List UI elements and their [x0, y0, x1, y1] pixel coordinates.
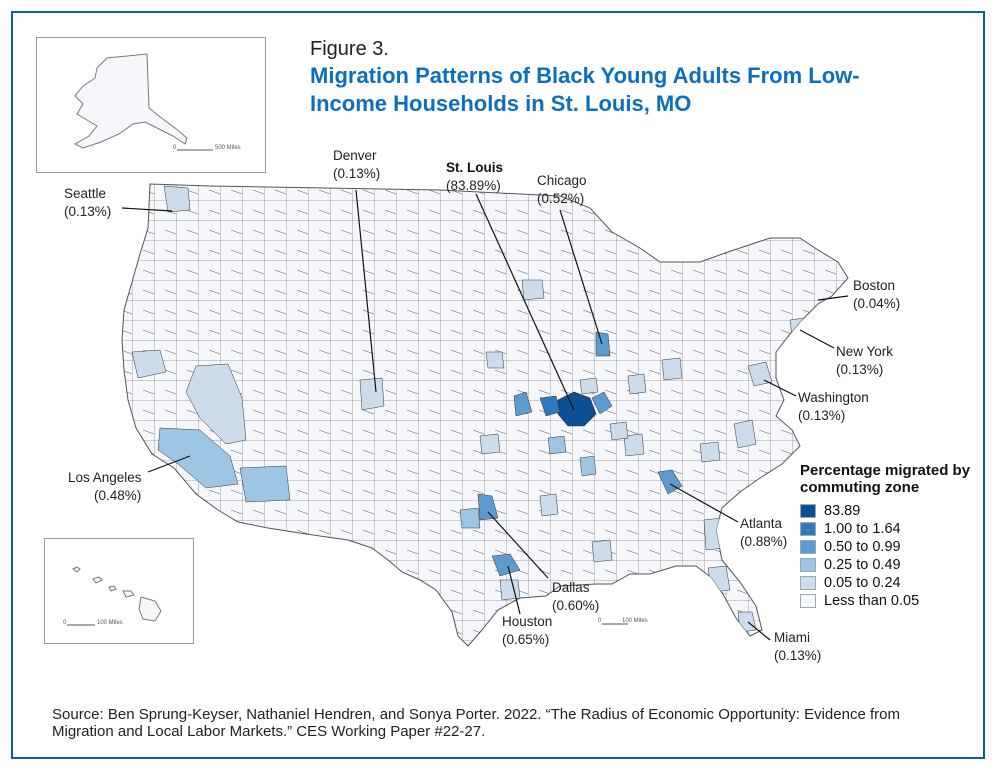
miami-leader [747, 621, 771, 641]
atlanta-label: Atlanta [740, 516, 783, 531]
chicago-label: Chicago [537, 173, 587, 188]
st-louis-leader [475, 193, 575, 411]
city-labels: Seattle (0.13%) Denver (0.13%) St. Louis… [64, 148, 900, 663]
leader-lines [121, 189, 849, 641]
houston-label: Houston [502, 614, 552, 629]
legend-label: 0.50 to 0.99 [824, 539, 901, 555]
hawaii-map: 0 100 Miles [63, 566, 162, 626]
legend-swatch [800, 504, 816, 518]
dallas-label: Dallas [552, 580, 590, 595]
chicago-leader [559, 209, 603, 345]
figure-label: Figure 3. [310, 38, 389, 60]
washington-leader [763, 379, 797, 397]
source-note: Source: Ben Sprung-Keyser, Nathaniel Hen… [52, 706, 900, 740]
miami-label: Miami [774, 630, 810, 645]
miami-value: (0.13%) [774, 648, 821, 663]
st-louis-label: St. Louis [446, 160, 503, 175]
new-york-value: (0.13%) [836, 362, 883, 377]
seattle-value: (0.13%) [64, 204, 111, 219]
legend-label: 83.89 [824, 503, 861, 519]
st-louis-value: (83.89%) [446, 178, 501, 193]
commuting-zones-highlighted [131, 185, 807, 633]
legend-swatch [800, 594, 816, 608]
legend-swatch [800, 540, 816, 554]
washington-value: (0.13%) [798, 408, 845, 423]
houston-leader [507, 565, 521, 615]
legend-item: 0.25 to 0.49 [800, 556, 1000, 574]
legend-label: 1.00 to 1.64 [824, 521, 901, 537]
boston-leader [817, 295, 849, 301]
hawaii-scale-label: 100 Miles [97, 620, 123, 626]
legend-swatch [800, 576, 816, 590]
legend-item: 0.50 to 0.99 [800, 538, 1000, 556]
legend-label: 0.25 to 0.49 [824, 557, 901, 573]
washington-label: Washington [798, 390, 869, 405]
boston-value: (0.04%) [853, 296, 900, 311]
new-york-leader [799, 329, 835, 349]
denver-label: Denver [333, 148, 377, 163]
figure-frame [11, 11, 985, 759]
legend-title: Percentage migrated by commuting zone [800, 462, 971, 496]
hawaii-scale-zero: 0 [63, 620, 67, 626]
houston-value: (0.65%) [502, 632, 549, 647]
dallas-leader [487, 511, 549, 579]
legend-item: Less than 0.05 [800, 592, 1000, 610]
denver-leader [355, 189, 377, 393]
atlanta-leader [669, 483, 739, 523]
legend: Percentage migrated by commuting zone 83… [800, 462, 1000, 610]
legend-label: Less than 0.05 [824, 593, 920, 609]
alaska-scale-label: 500 Miles [215, 145, 241, 151]
legend-swatch [800, 558, 816, 572]
los-angeles-value: (0.48%) [94, 488, 141, 503]
alaska-inset: 0 500 Miles [36, 37, 266, 173]
los-angeles-label: Los Angeles [68, 470, 142, 485]
legend-label: 0.05 to 0.24 [824, 575, 901, 591]
alaska-scale-zero: 0 [173, 145, 177, 151]
los-angeles-leader [147, 455, 191, 473]
legend-item: 83.89 [800, 502, 1000, 520]
legend-item: 1.00 to 1.64 [800, 520, 1000, 538]
seattle-leader [121, 207, 173, 212]
mainland-scale-label: 100 Miles [622, 618, 648, 624]
hawaii-inset: 0 100 Miles [44, 538, 194, 644]
legend-items: 83.89 1.00 to 1.64 0.50 to 0.99 0.25 to 0.4… [800, 502, 1000, 610]
mainland-scale-zero: 0 [598, 618, 602, 624]
legend-swatch [800, 522, 816, 536]
chicago-value: (0.52%) [537, 191, 584, 206]
new-york-label: New York [836, 344, 893, 359]
dallas-value: (0.60%) [552, 598, 599, 613]
figure-title: Migration Patterns of Black Young Adults… [310, 63, 860, 116]
legend-item: 0.05 to 0.24 [800, 574, 1000, 592]
denver-value: (0.13%) [333, 166, 380, 181]
alaska-map: 0 500 Miles [73, 53, 241, 151]
boston-label: Boston [853, 278, 895, 293]
atlanta-value: (0.88%) [740, 534, 787, 549]
seattle-label: Seattle [64, 186, 106, 201]
